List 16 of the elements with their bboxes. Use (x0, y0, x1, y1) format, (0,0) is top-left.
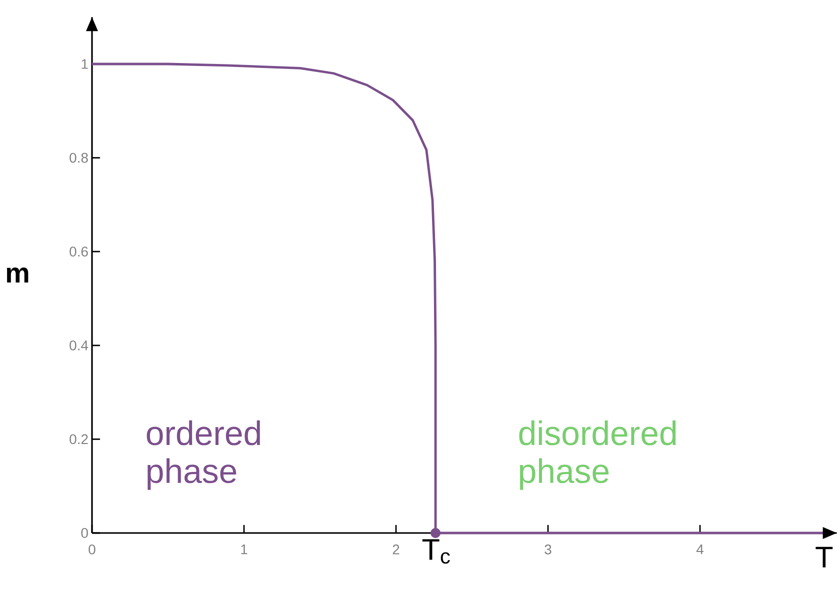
x-tick-label: 3 (544, 544, 552, 554)
y-tick-label: 0.2 (70, 434, 88, 444)
y-tick-label: 0.6 (70, 246, 88, 257)
x-tick-label: 1 (241, 544, 248, 554)
x-tick-label: 2 (392, 544, 400, 554)
annotation: ordered phase (146, 420, 260, 490)
y-tick-label: 0.4 (70, 340, 88, 350)
y-tick-label: 0.8 (70, 152, 88, 163)
x-tick-label: 0 (88, 544, 96, 554)
y-tick-label: 0 (81, 528, 88, 538)
annotation: disordered phase (519, 420, 676, 490)
y-tick-label: 1 (82, 59, 88, 69)
y-axis-title: m (6, 268, 28, 283)
annotation: T$_{c}$ (422, 539, 450, 564)
x-axis-title: T (816, 546, 833, 568)
x-tick-label: 4 (696, 544, 704, 554)
